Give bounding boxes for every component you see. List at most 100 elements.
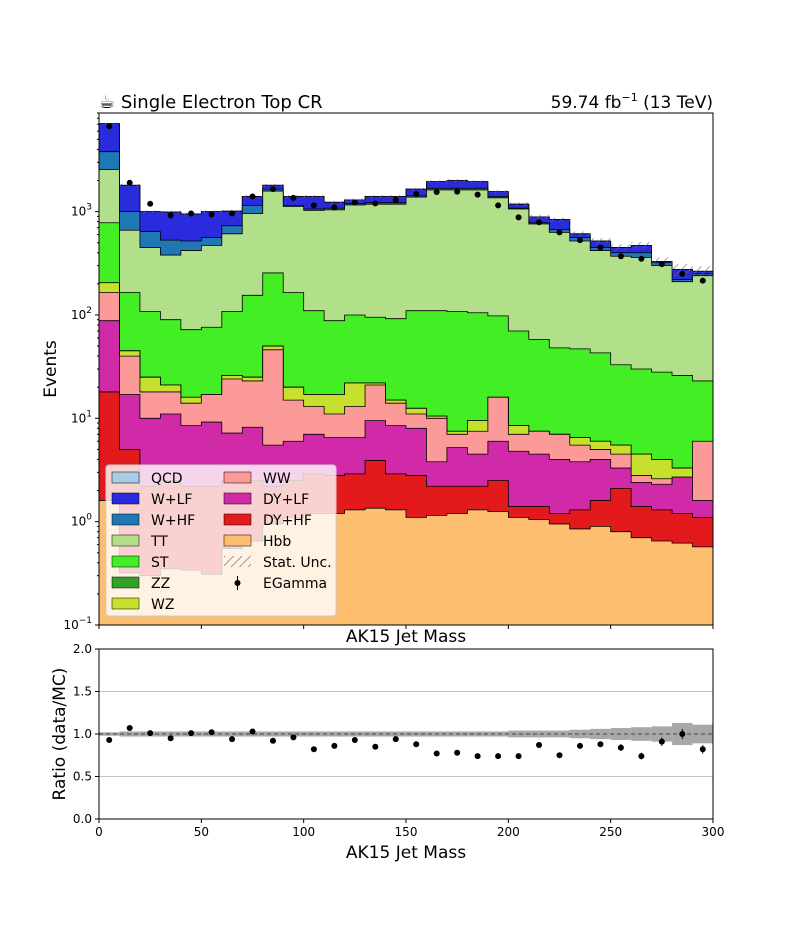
data-point <box>372 200 379 207</box>
ratio-point <box>433 750 440 757</box>
stat-unc-bin <box>160 210 181 214</box>
ratio-y-tick-label: 0.0 <box>73 812 92 826</box>
ratio-point <box>658 738 665 745</box>
ratio-point <box>495 753 502 760</box>
ratio-point <box>249 728 256 735</box>
legend-entry: QCD <box>111 471 183 487</box>
legend-entry: W+LF <box>111 492 192 508</box>
stat-unc-bin <box>446 179 468 182</box>
stat-unc-bin <box>610 244 632 251</box>
ratio-y-tick-label: 1.5 <box>73 685 92 699</box>
stat-unc-bin <box>467 180 488 184</box>
stat-unc-bin <box>303 195 325 198</box>
ratio-point <box>576 742 583 749</box>
ratio-band-bin <box>324 731 345 737</box>
ratio-point <box>126 725 133 732</box>
x-tick-label: 200 <box>497 825 520 839</box>
ratio-point <box>331 742 338 749</box>
ratio-point <box>413 741 420 748</box>
ratio-point <box>597 741 604 748</box>
stat-unc-bin <box>549 217 570 222</box>
data-point <box>556 229 563 236</box>
data-point <box>638 255 645 262</box>
legend-marker <box>234 580 241 586</box>
legend-label: QCD <box>151 471 183 487</box>
ratio-point <box>188 730 195 737</box>
main-x-ticks <box>98 625 714 629</box>
ratio-point <box>269 737 276 744</box>
data-point <box>351 199 358 206</box>
ratio-y-tick-label: 2.0 <box>73 642 92 656</box>
legend-swatch <box>111 471 140 484</box>
legend-label: ST <box>151 555 169 571</box>
y-tick-label: 100 <box>71 513 92 529</box>
legend-entry: TT <box>111 534 168 550</box>
stat-unc-bin <box>426 180 447 184</box>
stat-unc-bin <box>262 183 284 187</box>
ratio-point <box>351 736 358 743</box>
stat-unc-bin <box>569 231 591 237</box>
legend-entry: EGamma <box>234 576 327 592</box>
data-point <box>515 214 522 221</box>
ratio-point <box>454 749 461 756</box>
data-point <box>413 191 420 198</box>
stat-unc-bin <box>406 187 427 191</box>
data-point <box>208 211 215 218</box>
stat-unc-bin <box>365 195 386 198</box>
legend-label: W+LF <box>151 492 192 508</box>
legend-label: DY+LF <box>263 492 309 508</box>
ratio-y-axis-label: Ratio (data/MC) <box>50 668 70 801</box>
ratio-point <box>310 746 317 753</box>
main-y-ticks: 10−1 100 101 102 103 <box>63 112 99 632</box>
data-point <box>167 212 174 219</box>
legend-entry: DY+LF <box>223 492 309 508</box>
legend-label: W+HF <box>151 513 195 529</box>
y-tick-label: 102 <box>71 306 92 322</box>
y-tick-label: 101 <box>71 409 92 425</box>
data-point <box>126 179 133 186</box>
data-point <box>474 191 481 198</box>
legend-hatch-swatch <box>224 556 251 567</box>
main-y-axis-label: Events <box>41 340 61 398</box>
y-tick-label: 103 <box>71 203 92 219</box>
ratio-point <box>638 753 645 760</box>
ratio-point <box>515 753 522 760</box>
lumi-energy: (13 TeV) <box>638 93 713 113</box>
data-point <box>310 202 317 209</box>
ratio-point <box>229 736 236 743</box>
lumi-exponent: −1 <box>621 91 637 104</box>
stat-unc-bin <box>508 202 529 207</box>
stat-unc-bin <box>385 195 406 198</box>
ratio-point <box>208 729 215 736</box>
legend: QCD W+LF W+HF TT ST ZZ WZ WW DY+LF DY+HF Hbb Stat. … <box>105 464 337 617</box>
ratio-band-bin <box>590 728 611 740</box>
data-point <box>699 277 706 284</box>
ratio-y-ticks: 0.0 0.5 1.0 1.5 2.0 <box>73 642 99 826</box>
ratio-point <box>617 744 624 751</box>
legend-label: DY+HF <box>263 513 312 529</box>
legend-swatch <box>111 555 140 568</box>
legend-swatch <box>223 471 252 484</box>
data-point <box>597 244 604 251</box>
legend-swatch <box>111 492 140 505</box>
ratio-point <box>536 742 543 749</box>
x-axis-label: AK15 Jet Mass <box>346 843 466 863</box>
ratio-band-bin <box>508 730 529 738</box>
stat-unc-bin <box>139 210 161 213</box>
ratio-point <box>556 752 563 759</box>
legend-label: Hbb <box>263 534 291 550</box>
data-point <box>147 200 154 207</box>
data-points-layer <box>106 123 706 284</box>
ratio-point <box>167 735 174 742</box>
stat-unc-bin <box>528 215 550 219</box>
legend-entry: ZZ <box>111 576 170 592</box>
stat-unc-bin <box>631 242 652 250</box>
ratio-band-bin <box>262 731 284 737</box>
legend-label: ZZ <box>151 576 170 592</box>
x-tick-label: 100 <box>292 825 315 839</box>
stat-unc-bin <box>324 200 345 204</box>
x-tick-label: 300 <box>702 825 725 839</box>
stat-unc-bin <box>672 264 693 276</box>
legend-frame <box>105 464 337 617</box>
